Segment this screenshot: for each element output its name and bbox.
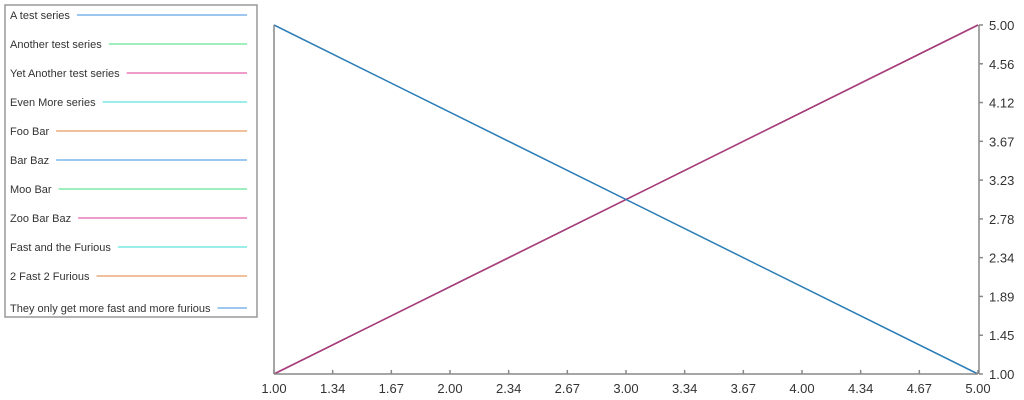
x-tick-label: 2.00 (437, 381, 462, 396)
axes: 1.00 1.34 1.67 2.00 2.34 2.67 3.00 3.34 3.67 4.00… (261, 18, 1014, 396)
x-tick-label: 2.34 (496, 381, 521, 396)
y-tick-label: 1.89 (989, 289, 1014, 304)
x-tick-label: 4.34 (848, 381, 873, 396)
x-tick-label: 3.34 (672, 381, 697, 396)
series-line (273, 24, 979, 375)
legend: A test series Another test series Yet Anot… (4, 4, 258, 318)
y-tick-label: 4.56 (989, 57, 1014, 72)
legend-label: Another test series (10, 39, 102, 51)
y-tick-label: 1.45 (989, 328, 1014, 343)
x-tick-label: 2.67 (555, 381, 580, 396)
y-tick-label: 4.12 (989, 96, 1014, 111)
x-tick-label: 4.67 (907, 381, 932, 396)
y-tick-label: 3.23 (989, 173, 1014, 188)
y-tick-label: 2.78 (989, 212, 1014, 227)
x-tick-label: 1.34 (320, 381, 345, 396)
plot-area (273, 24, 979, 375)
legend-label: Zoo Bar Baz (10, 213, 71, 225)
y-tick-label: 3.67 (989, 134, 1014, 149)
legend-label: Bar Baz (10, 155, 49, 167)
x-tick-label: 4.00 (789, 381, 814, 396)
x-tick-label: 3.67 (731, 381, 756, 396)
y-tick-label: 5.00 (989, 18, 1014, 33)
x-tick-label: 1.00 (261, 381, 286, 396)
legend-label: Moo Bar (10, 184, 52, 196)
legend-label: 2 Fast 2 Furious (10, 271, 90, 283)
legend-label: A test series (10, 10, 70, 22)
y-tick-label: 1.00 (989, 367, 1014, 382)
x-tick-label: 3.00 (613, 381, 638, 396)
legend-box (4, 4, 258, 318)
legend-label: Foo Bar (10, 126, 49, 138)
x-tick-label: 1.67 (379, 381, 404, 396)
x-tick-label: 5.00 (965, 381, 990, 396)
legend-label: They only get more fast and more furious (10, 303, 211, 315)
legend-label: Yet Another test series (10, 68, 120, 80)
y-tick-label: 2.34 (989, 251, 1014, 266)
legend-label: Fast and the Furious (10, 242, 111, 254)
legend-label: Even More series (10, 97, 96, 109)
